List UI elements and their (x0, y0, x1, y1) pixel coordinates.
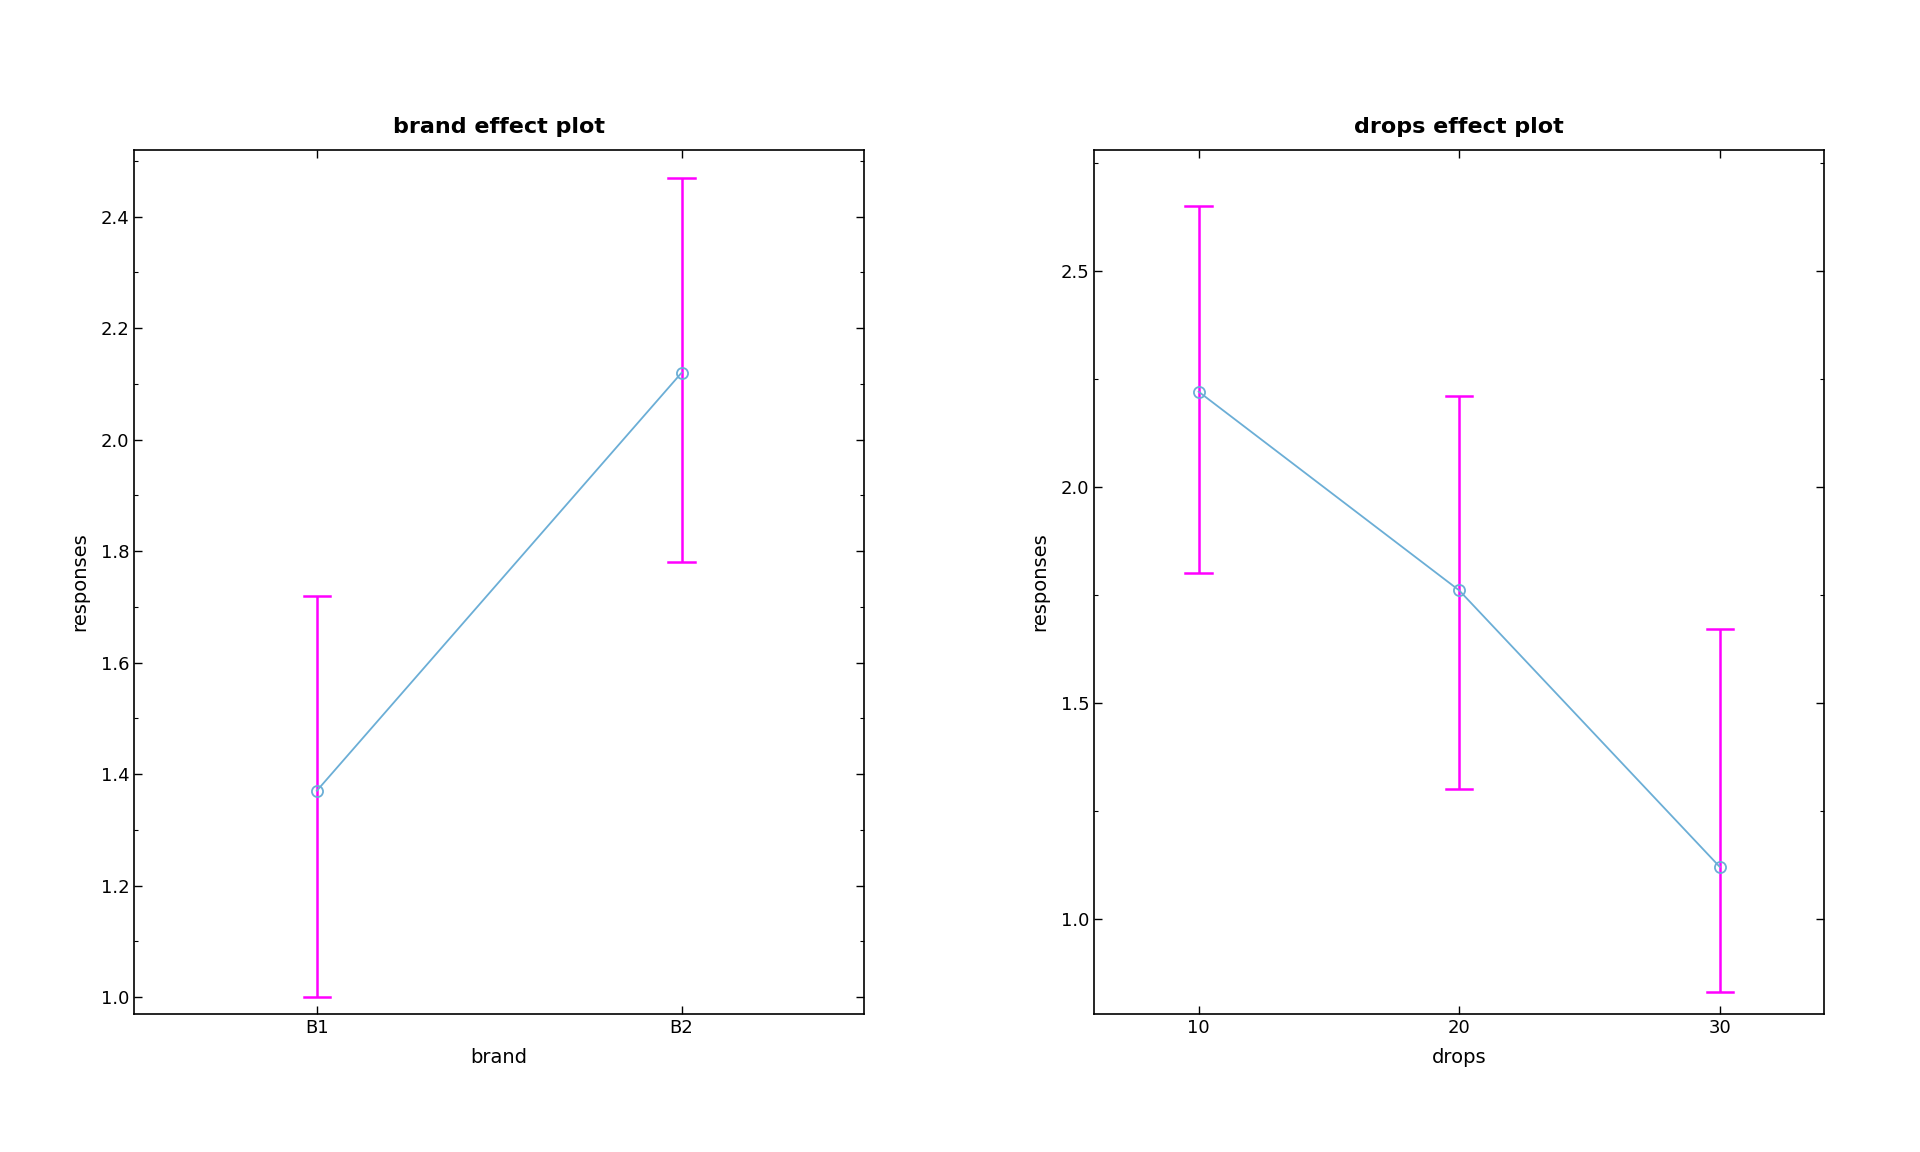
Y-axis label: responses: responses (71, 532, 90, 631)
X-axis label: brand: brand (470, 1047, 528, 1067)
Title: brand effect plot: brand effect plot (394, 118, 605, 137)
Y-axis label: responses: responses (1031, 532, 1050, 631)
X-axis label: drops: drops (1432, 1047, 1486, 1067)
Title: drops effect plot: drops effect plot (1354, 118, 1565, 137)
